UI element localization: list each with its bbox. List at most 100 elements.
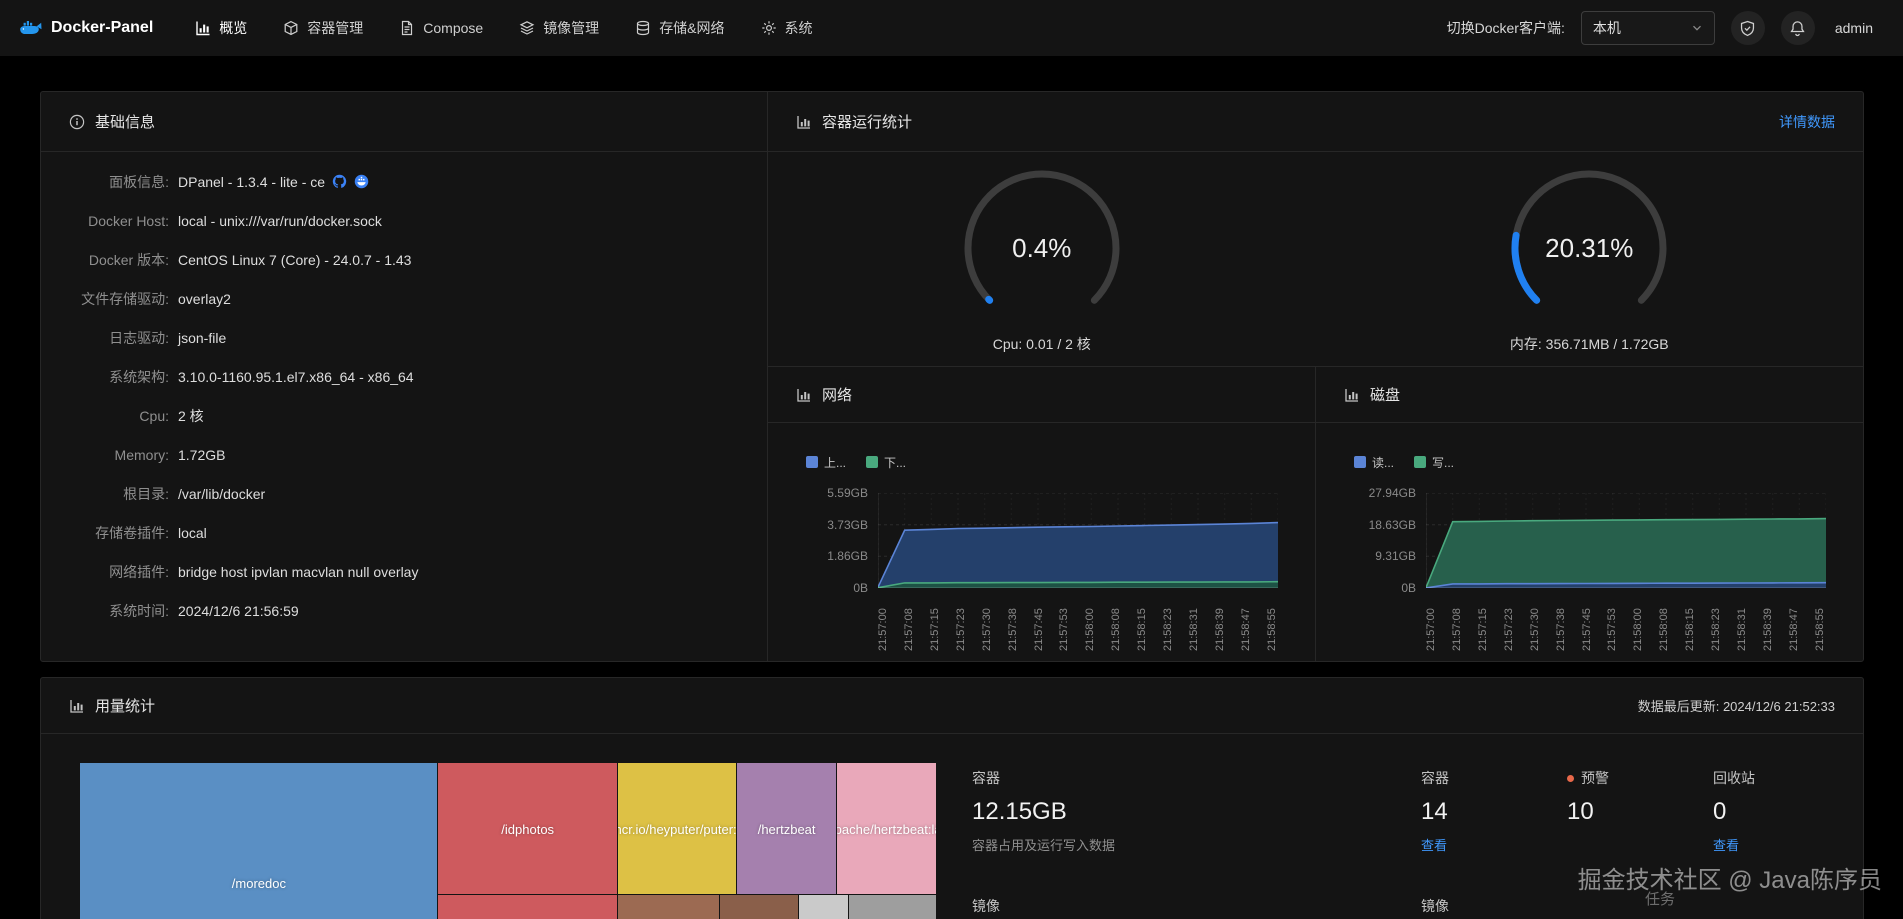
network-yticks: 5.59GB 3.73GB 1.86GB 0B — [806, 487, 878, 594]
charts-row: 网络 上... 下... 5.59GB 3.73GB 1.86GB 0B 21:57:0… — [768, 366, 1863, 661]
topbar-right: 切换Docker客户端: 本机 admin — [1447, 11, 1873, 45]
treemap-block-moredoc[interactable]: /moredoc — [79, 762, 439, 919]
nav-item-label: 容器管理 — [307, 20, 364, 36]
legend-swatch — [1354, 456, 1366, 468]
notification-button[interactable] — [1780, 11, 1815, 45]
memory-gauge-caption: 内存: 356.71MB / 1.72GB — [1509, 336, 1669, 352]
network-legend: 上... 下... — [806, 454, 1275, 471]
treemap-block-idphotos[interactable]: /idphotos — [436, 762, 619, 896]
legend-item[interactable]: 写... — [1414, 454, 1454, 471]
x-tick-label: 21:58:08 — [1110, 608, 1123, 651]
container-stats-panel: 容器运行统计 详情数据 0.4% Cpu: 0.01 / 2 核 20.31% — [768, 92, 1863, 661]
legend-swatch — [866, 456, 879, 468]
info-row: Docker 版本: CentOS Linux 7 (Core) - 24.0.7… — [41, 240, 747, 279]
info-value: local — [178, 524, 207, 541]
nav-item-4[interactable]: 镜像管理 — [519, 18, 599, 38]
disk-plot[interactable] — [1426, 493, 1826, 588]
cpu-gauge: 0.4% Cpu: 0.01 / 2 核 — [768, 152, 1316, 366]
legend-item[interactable]: 下... — [866, 454, 906, 471]
storage-icon — [635, 20, 651, 36]
y-tick-label: 0B — [1401, 580, 1416, 595]
info-label: 文件存储驱动: — [81, 290, 169, 307]
nav-item-label: Compose — [423, 20, 484, 36]
x-tick-label: 21:57:45 — [1032, 608, 1045, 651]
info-label: 根目录: — [123, 485, 169, 502]
username[interactable]: admin — [1834, 20, 1873, 36]
usage-card: 用量统计 数据最后更新: 2024/12/6 21:52:33 /moredoc… — [40, 677, 1864, 919]
treemap-block[interactable] — [798, 894, 850, 919]
warning-stat: 预警 10 — [1567, 768, 1713, 826]
nav-item-1[interactable]: 概览 — [195, 18, 247, 38]
main-content: 基础信息 面板信息: DPanel - 1.3.4 - lite - ce Dock… — [0, 56, 1903, 919]
treemap-block-hertzbeat[interactable]: /hertzbeat — [735, 762, 838, 896]
shield-button[interactable] — [1730, 11, 1765, 45]
basic-info-header: 基础信息 — [41, 92, 767, 152]
brand[interactable]: Docker-Panel — [18, 16, 153, 40]
treemap-block[interactable] — [719, 894, 801, 919]
stat-header: 容器 — [1421, 770, 1449, 786]
network-header: 网络 — [768, 367, 1315, 423]
x-tick-label: 21:58:47 — [1239, 608, 1252, 651]
cpu-gauge-arc — [958, 164, 1126, 337]
view-recycle-link[interactable]: 查看 — [1713, 838, 1740, 853]
info-row: 网络插件: bridge host ipvlan macvlan null ove… — [41, 552, 747, 591]
info-value: CentOS Linux 7 (Core) - 24.0.7 - 1.43 — [178, 251, 412, 268]
disk-chart: 读... 写... 27.94GB 18.63GB 9.31GB 0B 21:57:00… — [1316, 423, 1863, 651]
treemap-block-ghcr-io-heyputer-puter-la[interactable]: ghcr.io/heyputer/puter:la — [616, 762, 738, 896]
x-tick-label: 21:57:53 — [1606, 608, 1619, 651]
x-tick-label: 21:57:08 — [1450, 608, 1463, 651]
basic-info-panel: 基础信息 面板信息: DPanel - 1.3.4 - lite - ce Dock… — [41, 92, 768, 661]
github-icon[interactable] — [332, 174, 347, 189]
y-tick-label: 0B — [853, 580, 868, 595]
x-tick-label: 21:58:23 — [1162, 608, 1175, 651]
y-tick-label: 27.94GB — [1368, 486, 1416, 500]
info-row: Memory: 1.72GB — [41, 435, 747, 474]
detail-data-link[interactable]: 详情数据 — [1779, 113, 1835, 130]
nav-item-3[interactable]: Compose — [399, 20, 483, 36]
x-tick-label: 21:57:08 — [902, 608, 915, 651]
stat-row2-header: 镜像 — [1421, 898, 1449, 914]
x-tick-label: 21:58:15 — [1136, 608, 1149, 651]
disk-header: 磁盘 — [1316, 367, 1863, 423]
treemap-block[interactable] — [616, 894, 722, 919]
main-nav: 概览 容器管理 Compose 镜像管理 存储&网络 系统 — [195, 18, 813, 38]
info-label: Cpu: — [139, 407, 169, 424]
disk-panel: 磁盘 读... 写... 27.94GB 18.63GB 9.31GB 0B 21:57… — [1315, 367, 1863, 661]
topbar: Docker-Panel 概览 容器管理 Compose 镜像管理 存储&网络 系统 切换… — [0, 0, 1903, 56]
treemap-block[interactable] — [436, 894, 619, 919]
stat-header: 回收站 — [1713, 770, 1755, 786]
info-label: Docker Host: — [88, 212, 169, 229]
info-value: DPanel - 1.3.4 - lite - ce — [178, 174, 369, 190]
x-tick-label: 21:58:31 — [1736, 608, 1749, 651]
treemap-block-apache-hertzbeat-lat[interactable]: apache/hertzbeat:lat — [835, 762, 937, 896]
info-value: 3.10.0-1160.95.1.el7.x86_64 - x86_64 — [178, 368, 414, 385]
info-value: 1.72GB — [178, 446, 226, 463]
network-plot[interactable] — [878, 493, 1278, 588]
brand-name: Docker-Panel — [51, 19, 154, 36]
basic-info-rows: 面板信息: DPanel - 1.3.4 - lite - ce Docker Ho… — [41, 152, 767, 630]
client-select[interactable]: 本机 — [1580, 11, 1715, 45]
nav-item-2[interactable]: 容器管理 — [283, 18, 363, 38]
recycle-stat: 回收站 0 查看 — [1713, 768, 1863, 854]
stat-value: 0 — [1713, 798, 1727, 825]
usage-title: 用量统计 — [95, 698, 156, 715]
stat-row2-header: 镜像 — [972, 898, 1000, 914]
container-count-stat: 容器 14 查看 镜像 — [1421, 768, 1567, 916]
legend-item[interactable]: 读... — [1354, 454, 1394, 471]
disk-legend: 读... 写... — [1354, 454, 1823, 471]
x-tick-label: 21:57:38 — [1554, 608, 1567, 651]
nav-item-6[interactable]: 系统 — [761, 18, 813, 38]
docker-icon[interactable] — [354, 174, 369, 189]
network-title: 网络 — [822, 387, 853, 404]
view-containers-link[interactable]: 查看 — [1421, 838, 1448, 853]
chart-icon — [69, 698, 85, 714]
last-update: 数据最后更新: 2024/12/6 21:52:33 — [1637, 699, 1835, 714]
image-icon — [519, 20, 535, 36]
legend-item[interactable]: 上... — [806, 454, 846, 471]
memory-gauge-percent: 20.31% — [1545, 232, 1634, 263]
treemap-block[interactable] — [847, 894, 937, 919]
x-tick-label: 21:57:45 — [1580, 608, 1593, 651]
nav-item-5[interactable]: 存储&网络 — [635, 18, 725, 38]
treemap-label: ghcr.io/heyputer/puter:la — [617, 821, 737, 837]
usage-header: 用量统计 数据最后更新: 2024/12/6 21:52:33 — [41, 678, 1863, 734]
